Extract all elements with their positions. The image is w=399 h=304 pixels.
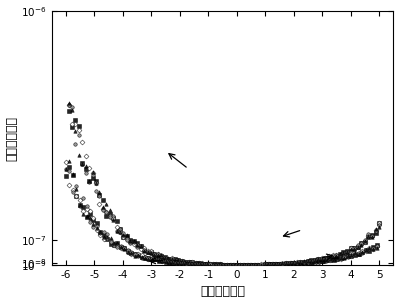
X-axis label: 电压（伏特）: 电压（伏特）	[200, 285, 245, 299]
Y-axis label: 电流（安培）: 电流（安培）	[6, 116, 19, 161]
